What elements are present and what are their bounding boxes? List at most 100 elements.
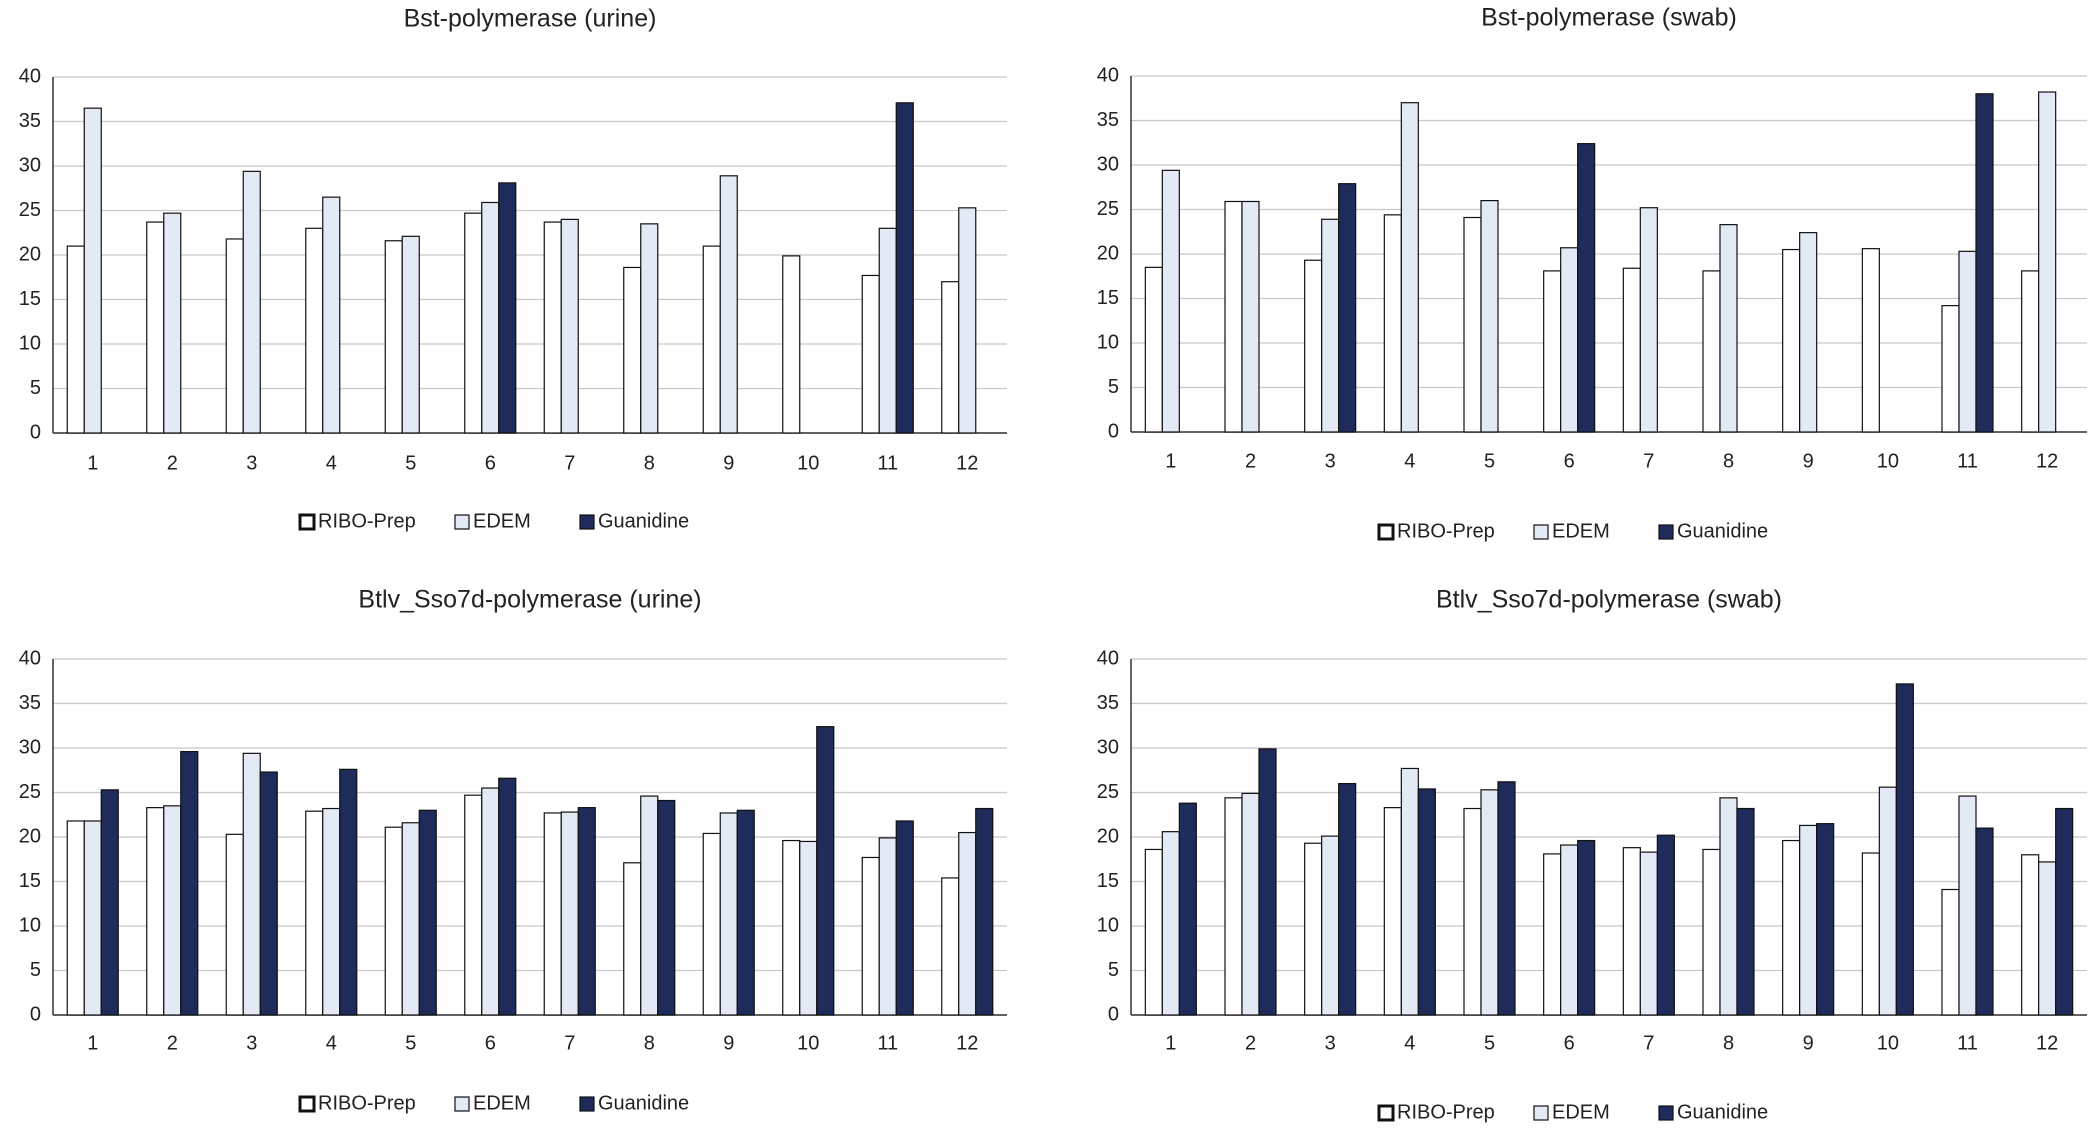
legend-swatch: [1533, 1105, 1549, 1121]
chart-title: Bst-polymerase (swab): [1481, 4, 1737, 32]
y-tick-label: 20: [19, 243, 41, 265]
y-tick-label: 25: [1097, 198, 1119, 220]
bar: [1383, 214, 1402, 433]
legend-swatch: [1658, 524, 1674, 540]
bar: [1321, 218, 1340, 433]
bar: [1144, 266, 1163, 433]
y-tick-label: 10: [1097, 914, 1119, 936]
x-tick-label: 1: [1165, 450, 1176, 472]
y-tick-label: 35: [19, 692, 41, 714]
bar: [1895, 683, 1914, 1016]
y-tick-label: 25: [19, 781, 41, 803]
bar: [560, 811, 579, 1016]
bar: [1321, 835, 1340, 1016]
bar: [384, 826, 403, 1016]
y-tick-label: 35: [1097, 692, 1119, 714]
bar: [1702, 848, 1721, 1016]
x-tick-label: 1: [87, 452, 98, 474]
bar: [543, 221, 562, 434]
bar: [100, 789, 119, 1016]
bar: [481, 787, 500, 1016]
bar: [66, 245, 85, 434]
x-tick-label: 5: [1484, 1032, 1495, 1054]
legend-label: RIBO-Prep: [318, 510, 416, 532]
x-tick-label: 4: [1404, 1032, 1415, 1054]
bar: [464, 794, 483, 1016]
bar: [1241, 792, 1260, 1016]
bar: [1497, 781, 1516, 1016]
bar: [1480, 200, 1499, 433]
y-tick-label: 15: [1097, 287, 1119, 309]
x-tick-label: 3: [1325, 1032, 1336, 1054]
x-tick-label: 8: [644, 1032, 655, 1054]
bar: [1941, 305, 1960, 433]
bar: [1577, 143, 1596, 433]
bar: [259, 771, 278, 1016]
x-tick-label: 4: [1404, 450, 1415, 472]
y-tick-label: 15: [1097, 870, 1119, 892]
bar: [895, 102, 914, 434]
legend-swatch: [1533, 524, 1549, 540]
bar: [719, 812, 738, 1016]
y-tick-label: 35: [19, 110, 41, 132]
x-tick-label: 12: [2036, 1032, 2058, 1054]
bar: [2038, 861, 2057, 1016]
bar: [2038, 91, 2057, 433]
x-tick-label: 2: [1245, 450, 1256, 472]
bar: [384, 240, 403, 434]
bar: [1622, 847, 1641, 1016]
bar: [799, 840, 818, 1016]
x-tick-label: 10: [1877, 450, 1899, 472]
x-tick-label: 3: [246, 452, 257, 474]
bar: [1224, 797, 1243, 1016]
y-tick-label: 20: [1097, 825, 1119, 847]
bar: [1144, 848, 1163, 1016]
legend-swatch: [454, 1096, 470, 1112]
x-tick-label: 10: [797, 1032, 819, 1054]
bar: [322, 807, 341, 1016]
bar: [543, 812, 562, 1016]
legend-label: Guanidine: [598, 1092, 689, 1114]
bar: [782, 255, 801, 434]
x-tick-label: 8: [1723, 1032, 1734, 1054]
bar: [623, 862, 642, 1016]
bar: [1958, 250, 1977, 433]
bar: [941, 877, 960, 1016]
bar: [339, 768, 358, 1016]
y-tick-label: 40: [1097, 64, 1119, 86]
bar: [1702, 270, 1721, 433]
y-tick-label: 10: [19, 332, 41, 354]
bar: [702, 832, 721, 1016]
y-tick-label: 40: [1097, 647, 1119, 669]
bar: [225, 833, 244, 1016]
x-tick-label: 7: [564, 1032, 575, 1054]
x-tick-label: 9: [1803, 1032, 1814, 1054]
x-tick-label: 3: [1325, 450, 1336, 472]
legend-label: Guanidine: [1677, 1101, 1768, 1123]
bar: [1656, 834, 1675, 1016]
bar: [305, 227, 324, 434]
bar: [1861, 852, 1880, 1016]
bar: [1304, 259, 1323, 433]
bar: [1799, 824, 1818, 1016]
bar: [719, 175, 738, 434]
bar: [1463, 216, 1482, 433]
bar: [816, 726, 835, 1016]
bar: [401, 235, 420, 434]
x-tick-label: 6: [1564, 1032, 1575, 1054]
legend-swatch: [454, 514, 470, 530]
bar: [464, 212, 483, 434]
bar: [163, 212, 182, 434]
bar: [1799, 232, 1818, 433]
y-tick-label: 30: [19, 736, 41, 758]
y-tick-label: 20: [1097, 242, 1119, 264]
bar: [1560, 247, 1579, 433]
bar: [1304, 842, 1323, 1016]
bar: [1400, 102, 1419, 433]
x-tick-label: 11: [1957, 1032, 1978, 1054]
legend-label: EDEM: [473, 510, 531, 532]
bar: [1338, 782, 1357, 1016]
x-tick-label: 5: [405, 1032, 416, 1054]
chart-title: Btlv_Sso7d-polymerase (urine): [358, 586, 701, 614]
